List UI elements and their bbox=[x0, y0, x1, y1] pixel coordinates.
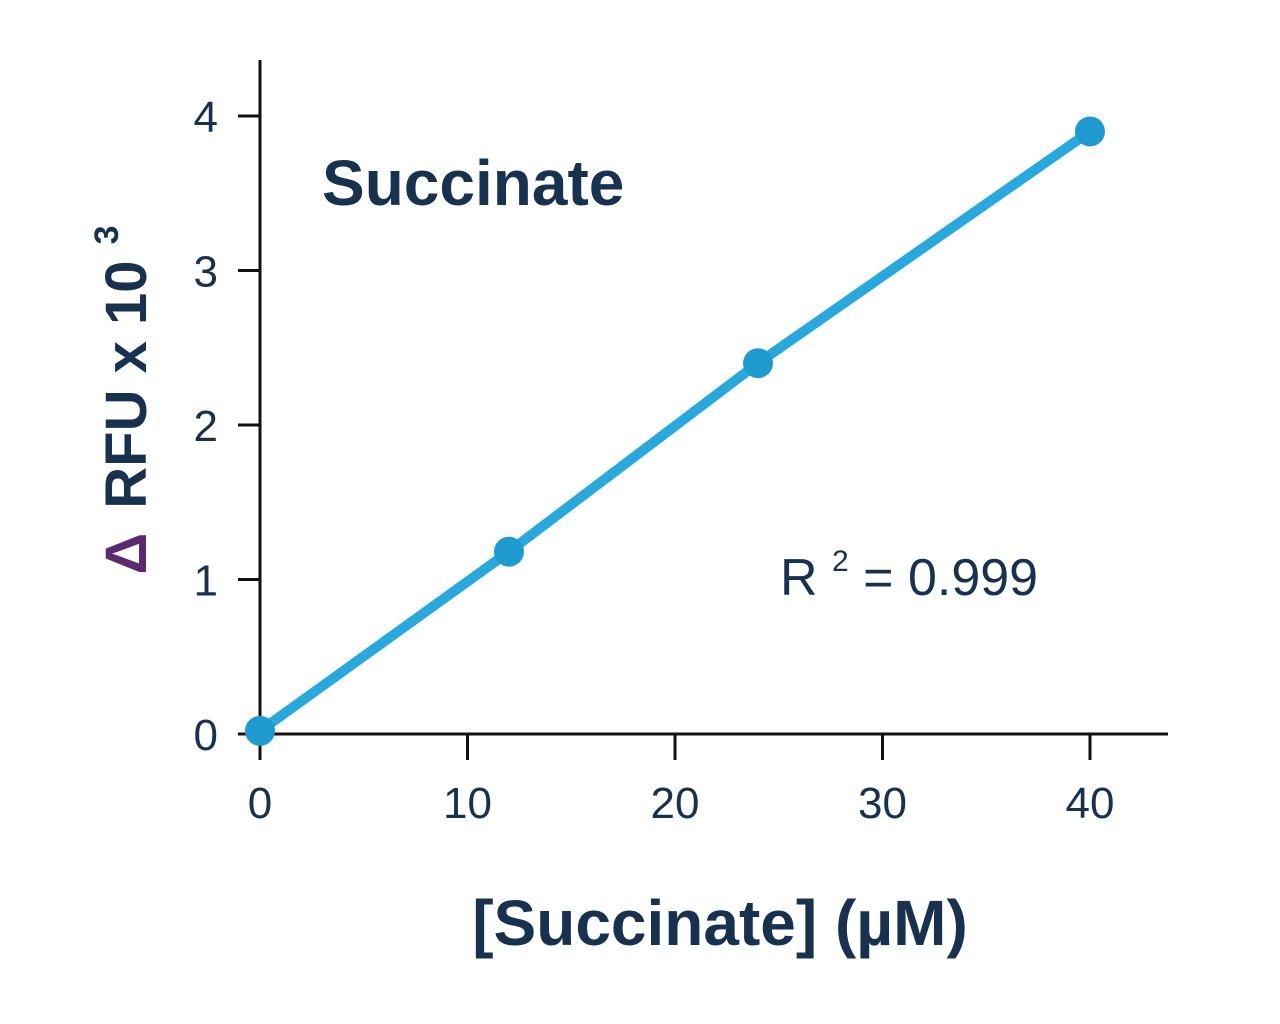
y-tick-label: 4 bbox=[194, 93, 218, 142]
x-axis-label: [Succinate] (µM) bbox=[472, 887, 968, 959]
y-axis-label-exponent: 3 bbox=[88, 225, 126, 244]
data-point bbox=[743, 348, 773, 379]
series-layer bbox=[245, 116, 1105, 746]
y-axis-delta-symbol: Δ bbox=[94, 533, 159, 575]
x-tick-label: 20 bbox=[651, 779, 700, 828]
r-squared-base: R bbox=[780, 549, 818, 607]
y-tick-label: 3 bbox=[194, 248, 218, 297]
chart-title: Succinate bbox=[322, 147, 624, 219]
r-squared-superscript: 2 bbox=[832, 545, 849, 578]
axes bbox=[238, 60, 1168, 736]
x-tick-label: 40 bbox=[1066, 779, 1115, 828]
y-tick-label: 2 bbox=[194, 402, 218, 451]
data-point bbox=[1075, 116, 1105, 147]
y-tick-label: 0 bbox=[194, 711, 218, 760]
y-axis-label-group: Δ RFU x 10 3 bbox=[88, 225, 159, 574]
y-axis-label: Δ RFU x 10 3 bbox=[88, 225, 159, 574]
x-tick-label: 10 bbox=[443, 779, 492, 828]
r-squared-label: R 2 = 0.999 bbox=[780, 525, 1038, 607]
y-axis-label-main: RFU x 10 bbox=[94, 261, 159, 509]
y-tick-label: 1 bbox=[194, 557, 218, 606]
x-tick-label: 0 bbox=[248, 779, 272, 828]
x-tick-label: 30 bbox=[858, 779, 907, 828]
data-point bbox=[245, 715, 275, 746]
series-line bbox=[255, 126, 1095, 736]
r-squared-value: = 0.999 bbox=[863, 549, 1038, 607]
data-point bbox=[494, 536, 524, 567]
